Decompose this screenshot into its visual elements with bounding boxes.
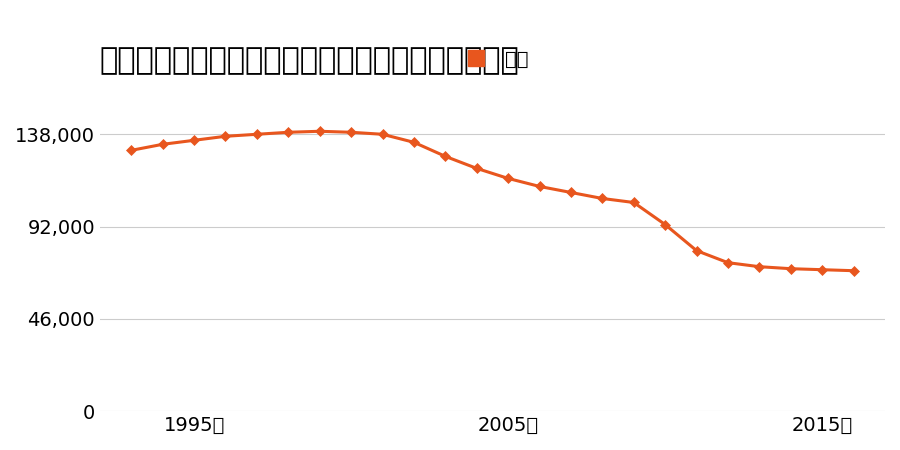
Text: 徳島県徳島市南矢三町２丁目４６６番６の地価推移: 徳島県徳島市南矢三町２丁目４６６番６の地価推移 [100, 46, 519, 75]
Legend: 価格: 価格 [448, 42, 536, 76]
